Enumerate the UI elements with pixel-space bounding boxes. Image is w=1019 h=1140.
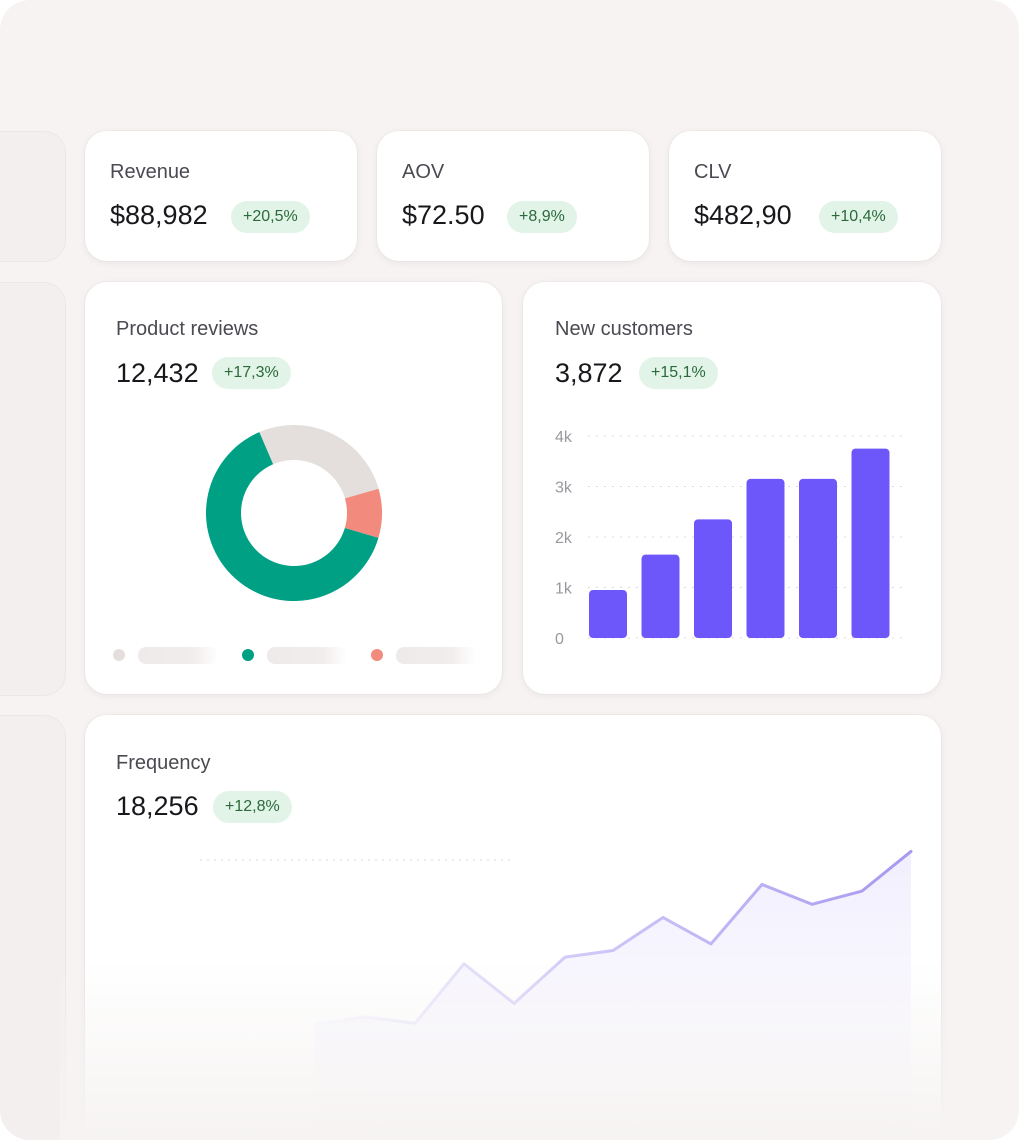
donut-slice xyxy=(259,425,379,499)
left-card-top xyxy=(0,131,66,262)
bottom-fade-overlay xyxy=(60,960,960,1140)
y-tick-label: 0 xyxy=(555,631,564,648)
donut-chart xyxy=(205,425,382,601)
y-tick-label: 4k xyxy=(555,429,573,446)
y-tick-label: 2k xyxy=(555,530,573,547)
card-change-badge: +12,8% xyxy=(213,791,292,823)
kpi-value: $88,982 xyxy=(110,200,208,230)
card-change-badge: +15,1% xyxy=(639,357,718,389)
card-value: 18,256 xyxy=(116,791,199,821)
legend-dot-neutral xyxy=(113,649,125,661)
kpi-label: Revenue xyxy=(110,161,191,183)
product-reviews-card[interactable]: Product reviews 12,432 +17,3% xyxy=(85,282,502,694)
legend-placeholder xyxy=(267,647,347,664)
kpi-card-clv[interactable]: CLV $482,90 +10,4% xyxy=(669,131,941,261)
kpi-value: $482,90 xyxy=(694,200,792,230)
left-card-bottom xyxy=(0,715,66,1140)
bar xyxy=(694,519,732,638)
card-title: Frequency xyxy=(116,752,211,774)
left-card-middle xyxy=(0,282,66,696)
kpi-card-revenue[interactable]: Revenue $88,982 +20,5% xyxy=(85,131,357,261)
kpi-label: CLV xyxy=(694,161,732,183)
y-tick-label: 1k xyxy=(555,581,573,598)
donut-slice xyxy=(344,488,382,538)
kpi-change-badge: +8,9% xyxy=(507,201,577,233)
bar-chart: 0 1k 2k 3k 4k xyxy=(555,429,903,648)
kpi-change-badge: +20,5% xyxy=(231,201,310,233)
legend-placeholder xyxy=(138,647,218,664)
new-customers-card[interactable]: New customers 3,872 +15,1% 0 1k 2k 3k 4k xyxy=(523,282,941,694)
kpi-change-badge: +10,4% xyxy=(819,201,898,233)
card-title: Product reviews xyxy=(116,318,259,340)
bar xyxy=(589,590,627,638)
bar xyxy=(641,554,680,638)
legend-placeholder xyxy=(396,647,476,664)
card-change-badge: +17,3% xyxy=(212,357,291,389)
card-value: 12,432 xyxy=(116,358,199,388)
kpi-card-aov[interactable]: AOV $72.50 +8,9% xyxy=(377,131,649,261)
bar xyxy=(851,448,890,638)
card-value: 3,872 xyxy=(555,358,623,388)
card-title: New customers xyxy=(555,318,693,340)
bar xyxy=(746,478,785,638)
kpi-label: AOV xyxy=(402,161,445,183)
donut-slice xyxy=(205,432,379,601)
bar xyxy=(799,478,837,638)
kpi-value: $72.50 xyxy=(402,200,485,230)
legend-dot-teal xyxy=(242,649,254,661)
legend-dot-salmon xyxy=(371,649,383,661)
y-tick-label: 3k xyxy=(555,480,573,497)
